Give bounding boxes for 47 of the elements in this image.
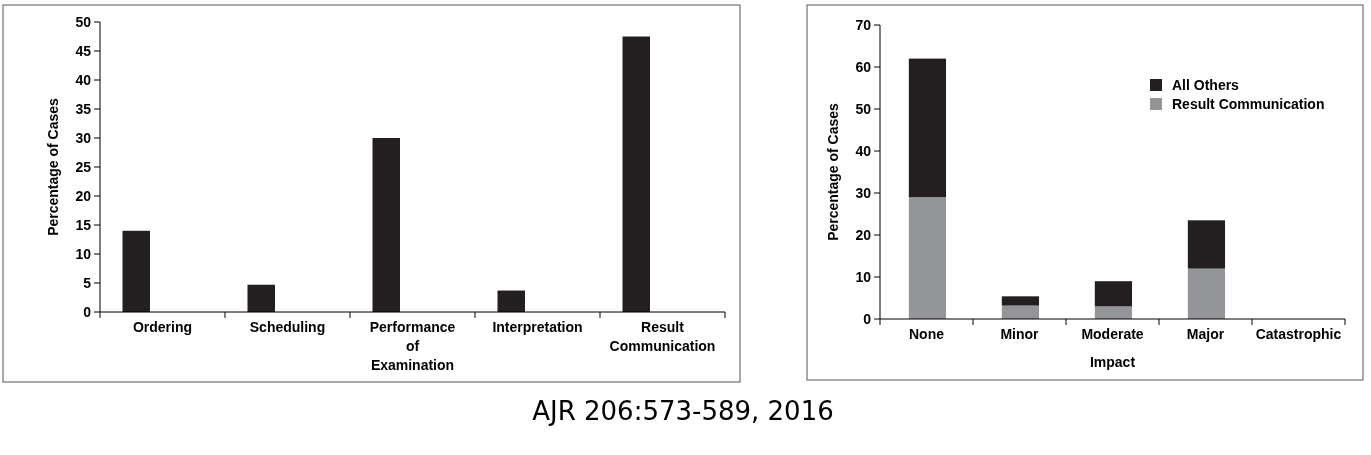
x-tick-label: Result Communication [609,319,716,354]
x-tick-label: Interpretation [492,319,583,335]
bar [1187,268,1226,319]
bar [908,197,947,319]
y-tick-label: 10 [855,268,872,285]
bar [372,138,400,312]
y-tick-label: 0 [83,303,92,320]
x-tick-label: Major [1186,326,1225,342]
bar [1001,296,1040,306]
bar [1094,281,1133,307]
x-tick-label: Catastrophic [1255,326,1342,342]
y-tick-label: 20 [75,187,92,204]
y-tick-label: 15 [75,216,92,233]
y-tick-label: 35 [75,100,92,117]
y-tick-label: 40 [855,142,872,159]
y-axis-title: Percentage of Cases [45,97,61,236]
bar [622,36,650,312]
bar [1094,306,1133,319]
y-tick-label: 60 [855,58,872,75]
y-tick-label: 30 [75,129,92,146]
x-tick-label: Scheduling [249,319,326,335]
x-tick-label: Moderate [1081,326,1144,342]
bar [122,230,150,312]
x-tick-label: Minor [1000,326,1040,342]
y-tick-label: 70 [855,16,872,33]
y-tick-label: 5 [83,274,92,291]
y-tick-label: 0 [863,310,872,327]
y-axis-title: Percentage of Cases [825,102,841,241]
y-tick-label: 40 [75,71,92,88]
y-tick-label: 45 [75,42,92,59]
x-axis-title: Impact [1089,354,1136,370]
y-tick-label: 25 [75,158,92,175]
legend-label: Result Communication [1172,95,1325,112]
y-tick-label: 20 [855,226,872,243]
y-tick-label: 50 [855,100,872,117]
bar [247,284,275,312]
y-tick-label: 10 [75,245,92,262]
bar [908,58,947,198]
text: AJR 206:573-589, 2016 [532,396,834,426]
bar [1187,220,1226,269]
y-tick-label: 50 [75,13,92,30]
x-tick-label: Ordering [132,319,193,335]
x-tick-label: None [909,326,945,342]
legend-label: All Others [1172,76,1240,93]
y-tick-label: 30 [855,184,872,201]
x-tick-label: Performance of Examination [369,319,456,373]
bar [497,290,525,312]
